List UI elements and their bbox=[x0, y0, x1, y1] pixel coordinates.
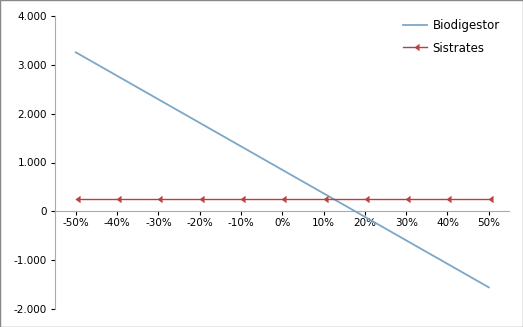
Biodigestor bbox=[114, 74, 120, 78]
Sistrates bbox=[321, 197, 327, 201]
Biodigestor bbox=[486, 285, 492, 289]
Biodigestor bbox=[362, 215, 368, 219]
Sistrates bbox=[114, 197, 120, 201]
Sistrates bbox=[279, 197, 286, 201]
Biodigestor bbox=[238, 145, 244, 148]
Sistrates bbox=[486, 197, 492, 201]
Biodigestor bbox=[403, 238, 410, 242]
Biodigestor bbox=[445, 262, 451, 266]
Sistrates bbox=[73, 197, 79, 201]
Biodigestor bbox=[155, 97, 162, 101]
Line: Biodigestor: Biodigestor bbox=[76, 52, 489, 287]
Sistrates bbox=[362, 197, 368, 201]
Sistrates bbox=[197, 197, 203, 201]
Sistrates bbox=[238, 197, 244, 201]
Sistrates bbox=[445, 197, 451, 201]
Biodigestor bbox=[73, 50, 79, 54]
Biodigestor bbox=[321, 191, 327, 195]
Line: Sistrates: Sistrates bbox=[73, 196, 492, 202]
Sistrates bbox=[155, 197, 162, 201]
Biodigestor bbox=[197, 121, 203, 125]
Legend: Biodigestor, Sistrates: Biodigestor, Sistrates bbox=[400, 16, 504, 58]
Sistrates bbox=[403, 197, 410, 201]
Biodigestor bbox=[279, 168, 286, 172]
